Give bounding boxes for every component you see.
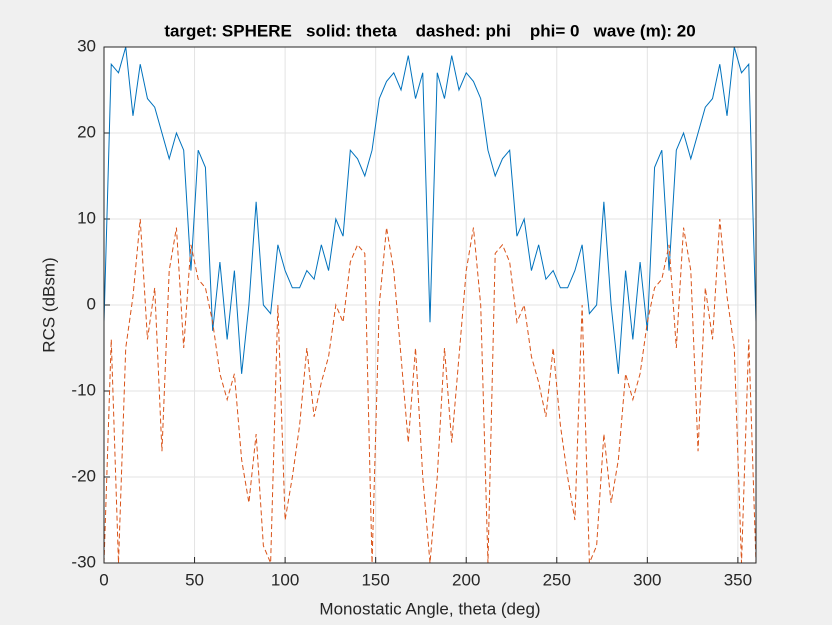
axes-box: [103, 46, 757, 564]
x-tick-label: 100: [271, 570, 299, 589]
x-tick-label: 200: [452, 570, 480, 589]
y-axis-label: RCS (dBsm): [39, 257, 58, 352]
y-tick-label: 20: [77, 122, 96, 141]
x-tick-label: 150: [361, 570, 389, 589]
x-tick-label: 350: [724, 570, 752, 589]
y-tick-label: -20: [71, 466, 96, 485]
x-tick-label: 250: [543, 570, 571, 589]
chart-title: target: SPHERE solid: theta dashed: phi …: [164, 21, 695, 40]
y-tick-label: -30: [71, 552, 96, 571]
x-tick-label: 50: [185, 570, 204, 589]
x-tick-label: 300: [633, 570, 661, 589]
x-tick-label: 0: [99, 570, 108, 589]
y-tick-label: -10: [71, 380, 96, 399]
y-tick-label: 30: [77, 36, 96, 55]
x-axis-label: Monostatic Angle, theta (deg): [319, 599, 540, 618]
y-tick-label: 10: [77, 208, 96, 227]
data-line: [103, 46, 757, 374]
y-tick-label: 0: [87, 294, 96, 313]
data-line: [103, 218, 757, 564]
